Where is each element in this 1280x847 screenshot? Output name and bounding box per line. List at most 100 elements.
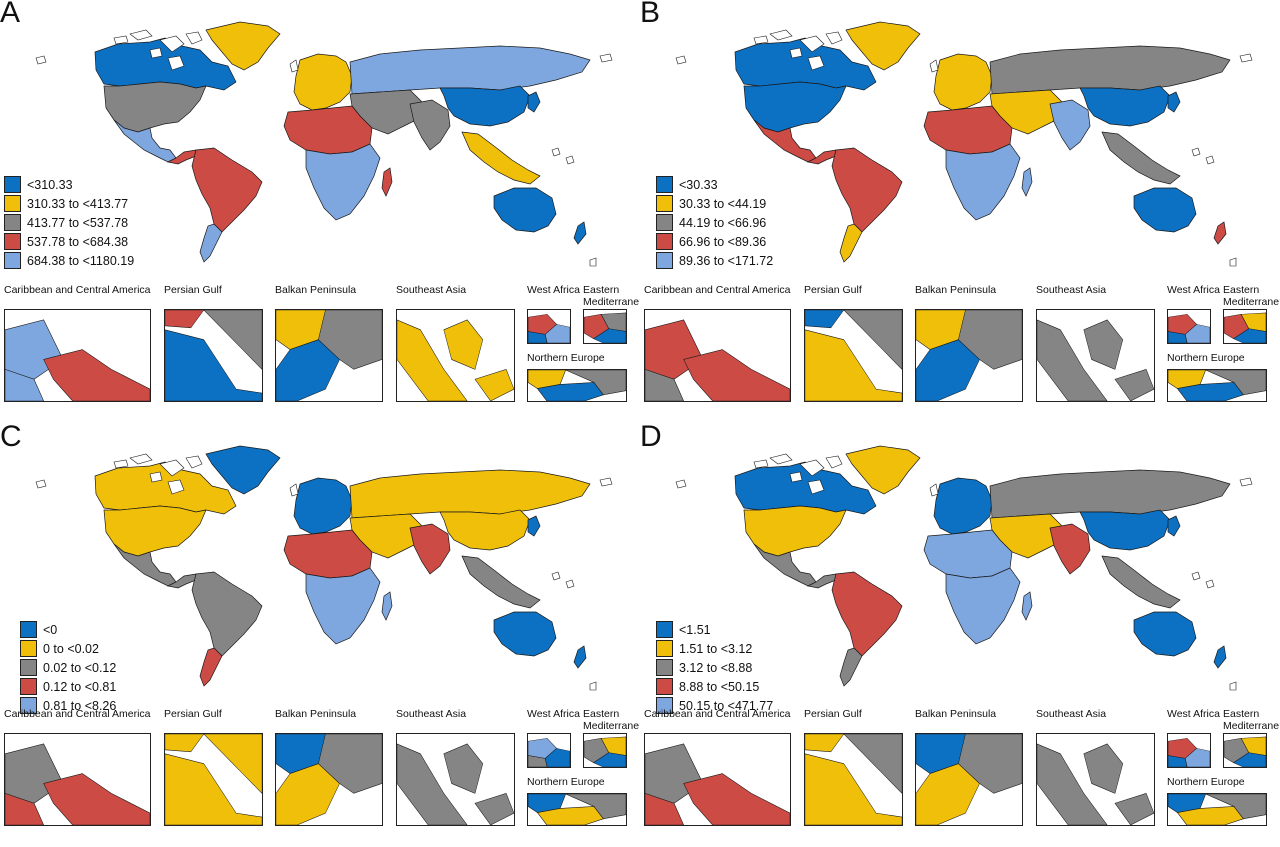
region-sea bbox=[1101, 131, 1181, 185]
inset-region bbox=[958, 734, 1022, 794]
island-1 bbox=[753, 459, 769, 469]
legend-label: 0.81 to <8.26 bbox=[43, 698, 117, 713]
island-0 bbox=[769, 29, 793, 41]
inset-title-northern-europe: Northern Europe bbox=[1167, 352, 1245, 364]
inset-title-west-africa: West Africa bbox=[1167, 708, 1220, 720]
lake-3 bbox=[149, 47, 163, 59]
lake-1 bbox=[825, 31, 843, 45]
inset-region bbox=[1083, 743, 1124, 794]
inset-title-balkan: Balkan Peninsula bbox=[275, 284, 357, 296]
legend-swatch bbox=[20, 697, 37, 714]
panel-label: D bbox=[640, 420, 662, 453]
inset-region bbox=[165, 329, 262, 401]
legend-item: 1.51 to <3.12 bbox=[656, 639, 773, 658]
inset-region bbox=[528, 331, 548, 343]
lake-0 bbox=[799, 459, 825, 477]
inset-region bbox=[683, 349, 790, 401]
inset-region bbox=[1083, 319, 1124, 370]
legend-item: 44.19 to <66.96 bbox=[656, 213, 773, 232]
legend-item: 89.36 to <171.72 bbox=[656, 251, 773, 270]
inset-region bbox=[1114, 793, 1154, 825]
inset-region bbox=[805, 753, 902, 825]
legend-item: 413.77 to <537.78 bbox=[4, 213, 134, 232]
legend-label: <30.33 bbox=[679, 177, 718, 192]
region-sea bbox=[461, 555, 541, 609]
region-japan bbox=[527, 91, 541, 113]
region-china bbox=[439, 509, 531, 551]
inset-region bbox=[843, 734, 902, 794]
legend-swatch bbox=[656, 252, 673, 269]
inset-region bbox=[1037, 319, 1108, 401]
legend-swatch bbox=[4, 214, 21, 231]
inset-region bbox=[1168, 755, 1188, 767]
inset-region bbox=[318, 734, 382, 794]
legend-label: <310.33 bbox=[27, 177, 73, 192]
inset-region bbox=[397, 319, 468, 401]
legend-swatch bbox=[656, 659, 673, 676]
inset-title-persian-gulf: Persian Gulf bbox=[804, 708, 862, 720]
inset-title-eastern-med: Eastern Mediterrane bbox=[583, 284, 640, 308]
inset-region bbox=[1168, 331, 1188, 343]
island-2 bbox=[289, 59, 299, 73]
region-japan bbox=[1167, 515, 1181, 537]
inset-region bbox=[5, 793, 44, 825]
inset-map-west-africa bbox=[527, 309, 571, 344]
map-legend: <1.51 1.51 to <3.12 3.12 to <8.88 8.88 to <… bbox=[656, 620, 773, 715]
legend-label: 310.33 to <413.77 bbox=[27, 196, 129, 211]
lake-2 bbox=[807, 479, 825, 495]
island-6 bbox=[1205, 155, 1215, 165]
region-green bbox=[845, 445, 921, 495]
legend-label: 44.19 to <66.96 bbox=[679, 215, 767, 230]
region-sa_s bbox=[839, 223, 863, 263]
lake-2 bbox=[807, 55, 825, 71]
region-saf bbox=[305, 567, 381, 645]
world-map bbox=[675, 445, 1253, 691]
inset-region bbox=[565, 370, 626, 396]
inset-title-balkan: Balkan Peninsula bbox=[915, 284, 997, 296]
island-1 bbox=[753, 35, 769, 45]
legend-swatch bbox=[4, 233, 21, 250]
inset-region bbox=[165, 310, 205, 329]
inset-map-balkan bbox=[915, 309, 1023, 402]
lake-0 bbox=[799, 35, 825, 53]
inset-map-southeast-asia bbox=[396, 733, 515, 826]
legend-label: 8.88 to <50.15 bbox=[679, 679, 760, 694]
legend-item: 8.88 to <50.15 bbox=[656, 677, 773, 696]
inset-region bbox=[645, 793, 684, 825]
panel-d: D <1.51 1.51 to <3.12 3.12 to <8.88 8.88 to … bbox=[640, 420, 1280, 847]
region-sea bbox=[1101, 555, 1181, 609]
legend-swatch bbox=[656, 697, 673, 714]
region-nz bbox=[1213, 221, 1227, 245]
legend-label: 537.78 to <684.38 bbox=[27, 234, 129, 249]
island-7 bbox=[589, 681, 597, 691]
legend-item: 30.33 to <44.19 bbox=[656, 194, 773, 213]
legend-label: <1.51 bbox=[679, 622, 711, 637]
inset-region bbox=[165, 734, 205, 753]
legend-swatch bbox=[4, 252, 21, 269]
legend-item: 66.96 to <89.36 bbox=[656, 232, 773, 251]
inset-map-persian-gulf bbox=[804, 309, 903, 402]
island-2 bbox=[929, 483, 939, 497]
inset-region bbox=[318, 310, 382, 370]
region-green bbox=[845, 21, 921, 71]
island-7 bbox=[1229, 257, 1237, 267]
inset-region bbox=[1240, 312, 1266, 332]
legend-item: 684.38 to <1180.19 bbox=[4, 251, 134, 270]
island-3 bbox=[35, 479, 47, 489]
inset-title-southeast-asia: Southeast Asia bbox=[1036, 284, 1107, 296]
island-5 bbox=[1191, 147, 1201, 157]
island-6 bbox=[565, 155, 575, 165]
inset-map-northern-europe bbox=[527, 793, 627, 826]
lake-3 bbox=[149, 471, 163, 483]
inset-map-west-africa bbox=[1167, 309, 1211, 344]
region-sa_s bbox=[839, 647, 863, 687]
inset-region bbox=[565, 794, 626, 820]
inset-title-persian-gulf: Persian Gulf bbox=[804, 284, 862, 296]
island-2 bbox=[929, 59, 939, 73]
inset-map-balkan bbox=[275, 733, 383, 826]
lake-3 bbox=[789, 47, 803, 59]
region-rus bbox=[989, 469, 1231, 519]
region-sa bbox=[191, 571, 263, 657]
inset-map-caribbean bbox=[644, 309, 791, 402]
inset-title-eastern-med: Eastern Mediterrane bbox=[1223, 708, 1280, 732]
